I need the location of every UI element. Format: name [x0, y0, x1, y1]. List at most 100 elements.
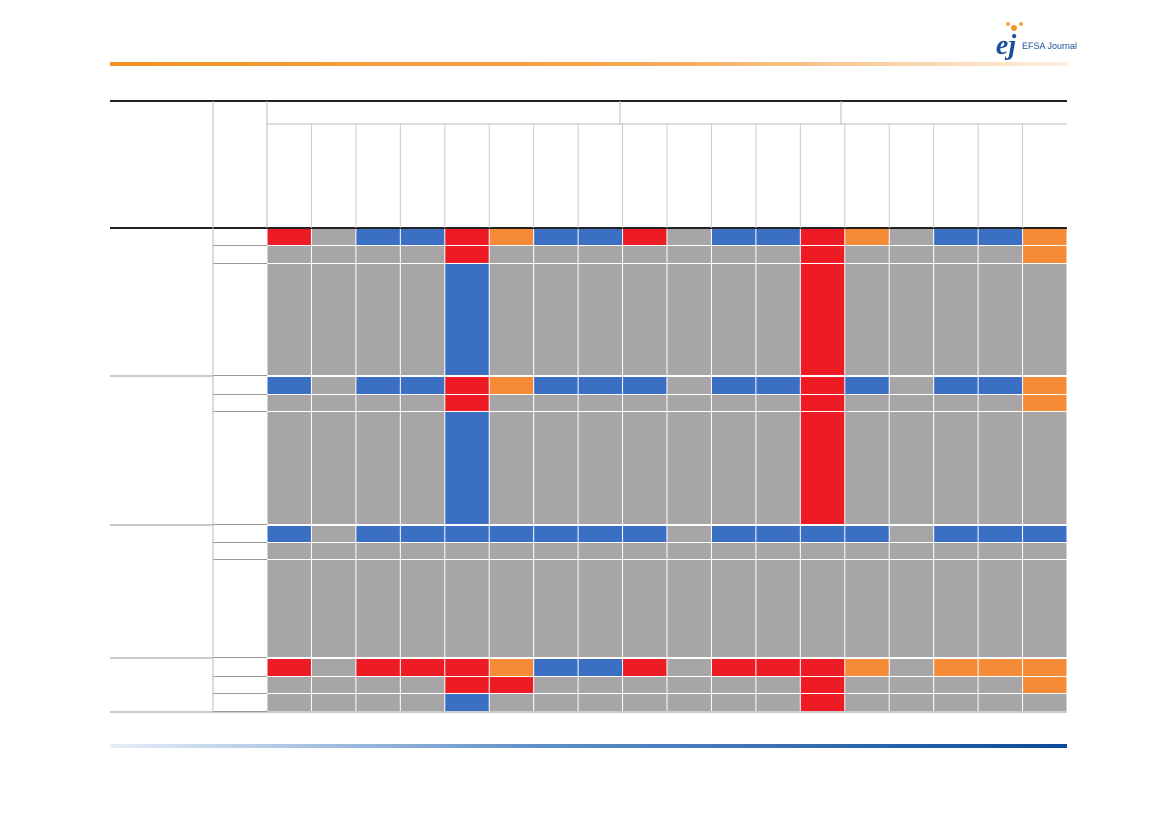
cell — [578, 229, 623, 245]
cell — [889, 560, 934, 657]
cell — [578, 246, 623, 263]
cell — [756, 694, 800, 711]
cell — [534, 377, 578, 394]
cell — [845, 526, 889, 542]
cell — [934, 659, 978, 676]
cell — [489, 543, 534, 559]
cell — [711, 659, 756, 676]
cell — [845, 677, 889, 693]
cell — [711, 264, 756, 375]
cell — [400, 377, 445, 394]
cell — [845, 659, 889, 676]
cell — [311, 246, 356, 263]
journal-name: EFSA Journal — [1022, 41, 1077, 51]
cell — [1023, 543, 1067, 559]
cell — [623, 543, 667, 559]
cell — [311, 395, 356, 411]
cell — [267, 560, 311, 657]
cell — [1023, 526, 1067, 542]
cell — [489, 412, 534, 524]
cell — [1023, 659, 1067, 676]
cell — [756, 560, 800, 657]
cell — [534, 560, 578, 657]
cell — [1023, 694, 1067, 711]
cell — [889, 395, 934, 411]
cell — [978, 543, 1023, 559]
cell — [267, 677, 311, 693]
cell — [400, 526, 445, 542]
cell — [934, 694, 978, 711]
cell — [711, 377, 756, 394]
cell — [756, 412, 800, 524]
cell — [889, 412, 934, 524]
cell — [311, 694, 356, 711]
cell — [756, 659, 800, 676]
cell — [1023, 377, 1067, 394]
cell — [1023, 264, 1067, 375]
cell — [756, 543, 800, 559]
cell — [311, 677, 356, 693]
cell — [400, 677, 445, 693]
cell — [800, 264, 845, 375]
cell — [311, 264, 356, 375]
cell — [534, 229, 578, 245]
cell — [756, 246, 800, 263]
cell — [489, 560, 534, 657]
cell — [800, 560, 845, 657]
cell — [400, 560, 445, 657]
cell — [445, 560, 489, 657]
cell — [667, 694, 711, 711]
logo-dot — [1019, 22, 1023, 26]
cell — [578, 377, 623, 394]
cell — [845, 694, 889, 711]
cell — [400, 229, 445, 245]
cell — [889, 246, 934, 263]
cell — [711, 412, 756, 524]
cell — [845, 377, 889, 394]
cell — [356, 377, 400, 394]
logo-mark: ej — [996, 30, 1016, 61]
cell — [800, 229, 845, 245]
cell — [445, 377, 489, 394]
cell — [667, 264, 711, 375]
cell — [578, 526, 623, 542]
cell — [400, 694, 445, 711]
cell — [534, 246, 578, 263]
cell — [889, 264, 934, 375]
cell — [800, 543, 845, 559]
cell — [667, 246, 711, 263]
cell — [445, 694, 489, 711]
cell — [978, 246, 1023, 263]
cell — [623, 246, 667, 263]
cell — [356, 264, 400, 375]
cell — [489, 246, 534, 263]
cell — [400, 246, 445, 263]
cell — [711, 694, 756, 711]
cell — [534, 543, 578, 559]
cell — [356, 229, 400, 245]
cell — [800, 412, 845, 524]
cell — [400, 395, 445, 411]
cell — [1023, 412, 1067, 524]
cell — [934, 229, 978, 245]
cell — [356, 560, 400, 657]
cell — [1023, 229, 1067, 245]
cell — [934, 395, 978, 411]
cell — [934, 543, 978, 559]
cell — [578, 560, 623, 657]
cell — [978, 677, 1023, 693]
cell — [356, 395, 400, 411]
cell — [845, 560, 889, 657]
cell — [889, 659, 934, 676]
cell — [711, 560, 756, 657]
cell — [800, 246, 845, 263]
cell — [623, 412, 667, 524]
cell — [623, 395, 667, 411]
cell — [311, 560, 356, 657]
cell — [1023, 677, 1067, 693]
cell — [445, 659, 489, 676]
cell — [356, 412, 400, 524]
cell — [445, 526, 489, 542]
cell — [267, 543, 311, 559]
cell — [711, 229, 756, 245]
